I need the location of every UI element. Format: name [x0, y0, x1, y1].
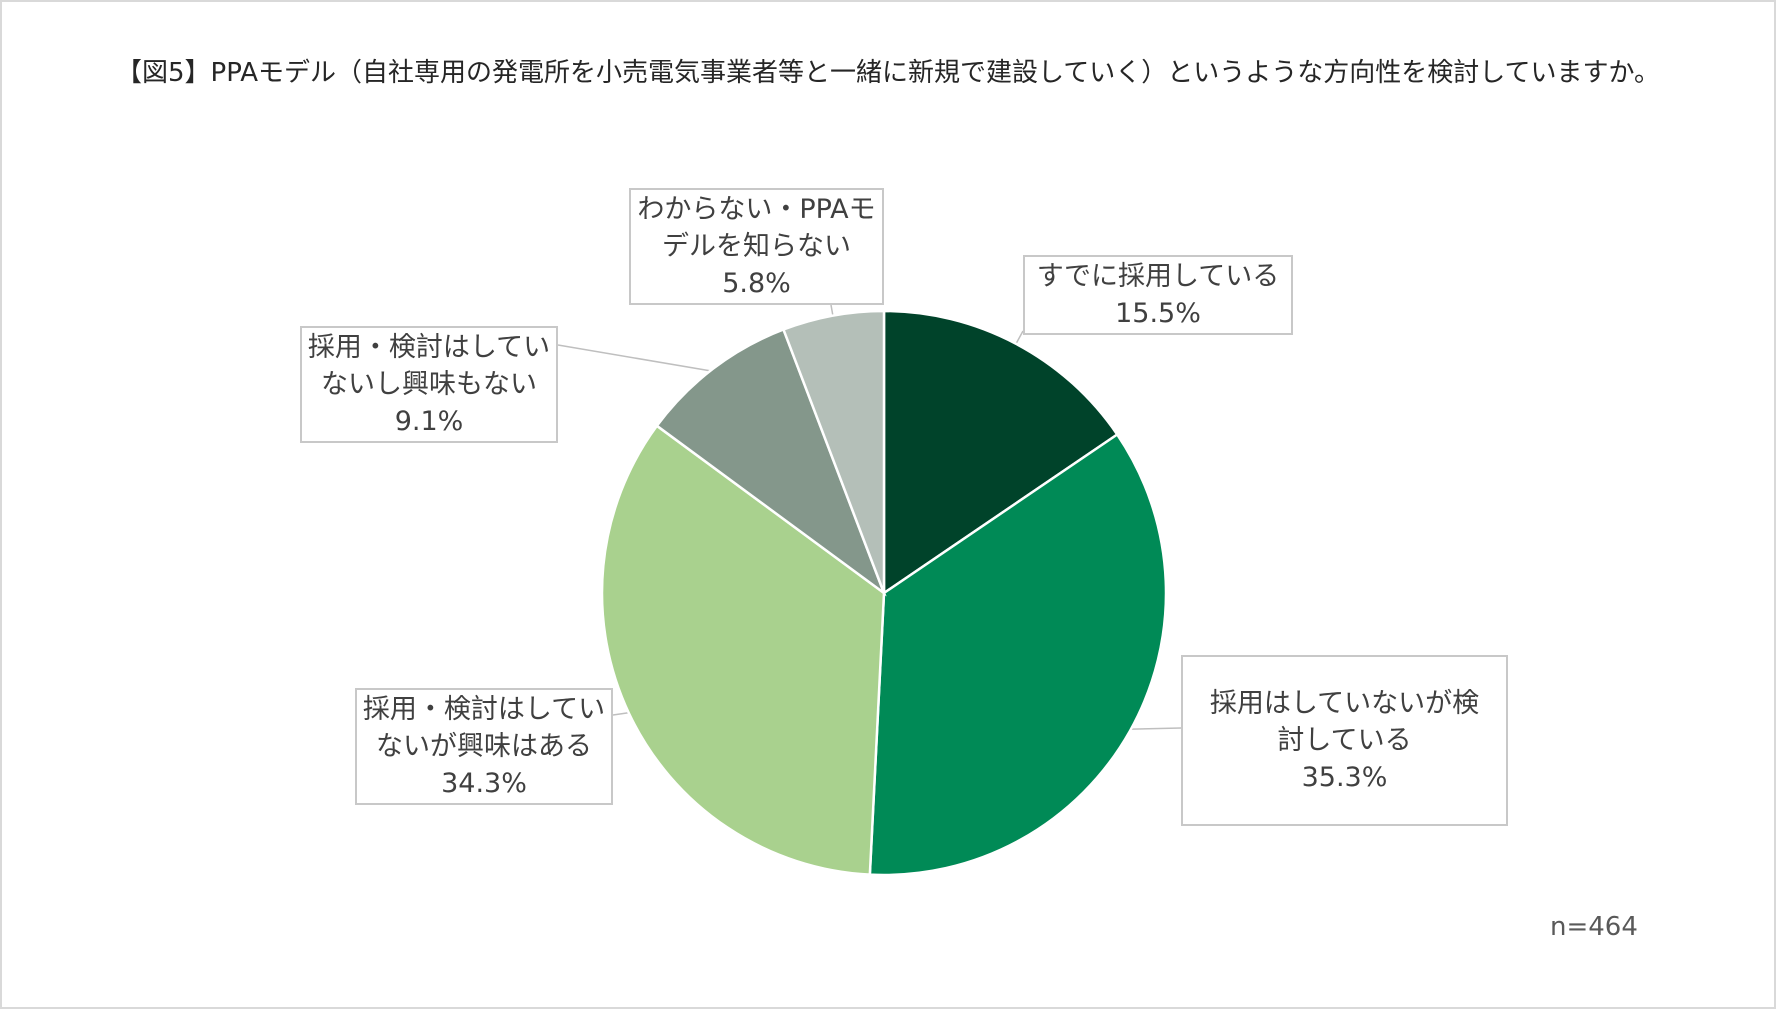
slice-label-value: 5.8%	[722, 268, 791, 299]
slice-label-text: 採用・検討はしてい	[307, 332, 551, 363]
slice-label-value: 35.3%	[1301, 762, 1388, 793]
slice-label-text: 採用はしていないが検	[1209, 688, 1480, 719]
slice-considering	[868, 432, 1168, 877]
leader-lines	[557, 304, 1182, 730]
slice-interested	[600, 424, 886, 876]
slice-label-text: ないが興味はある	[376, 731, 592, 762]
slice-unknown	[781, 309, 886, 594]
slice-already-adopted	[882, 309, 1119, 596]
slice-label-text: わからない・PPAモ	[637, 194, 876, 225]
leader-line-considering	[1126, 727, 1182, 730]
slice-label-unknown: わからない・PPAモ デルを知らない 5.8%	[629, 188, 884, 305]
slice-label-text: すでに採用している	[1036, 261, 1280, 292]
slice-label-value: 34.3%	[441, 768, 527, 799]
slice-label-text: 採用・検討はしてい	[362, 694, 606, 725]
slice-label-text: 討している	[1277, 725, 1412, 756]
slice-label-considering: 採用はしていないが検 討している 35.3%	[1181, 655, 1508, 826]
slice-label-value: 9.1%	[394, 406, 464, 437]
chart-title: 【図5】PPAモデル（自社専用の発電所を小売電気事業者等と一緒に新規で建設してい…	[116, 58, 1660, 88]
leader-line-not-interested	[557, 344, 716, 373]
slice-label-value: 15.5%	[1115, 298, 1201, 329]
slice-not-interested	[655, 327, 887, 597]
slice-label-already-adopted: すでに採用している 15.5%	[1023, 255, 1293, 335]
sample-size-note: n=464	[1550, 912, 1638, 942]
slice-label-text: ないし興味もない	[321, 369, 537, 400]
slice-label-text: デルを知らない	[662, 231, 851, 262]
slice-label-not-interested: 採用・検討はしてい ないし興味もない 9.1%	[300, 326, 558, 443]
slice-label-interested: 採用・検討はしてい ないが興味はある 34.3%	[355, 688, 613, 805]
pie-slices	[600, 309, 1168, 877]
